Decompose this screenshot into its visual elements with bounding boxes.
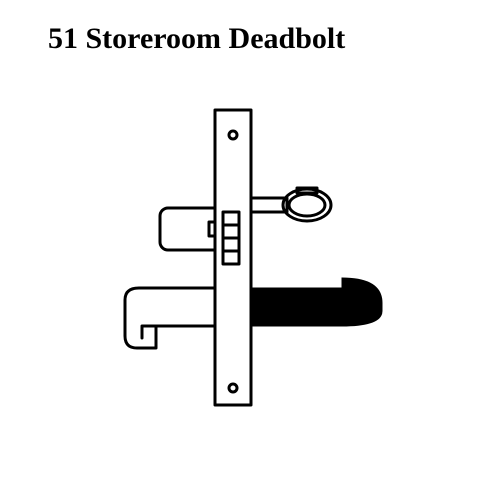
deadbolt-diagram bbox=[0, 0, 500, 500]
